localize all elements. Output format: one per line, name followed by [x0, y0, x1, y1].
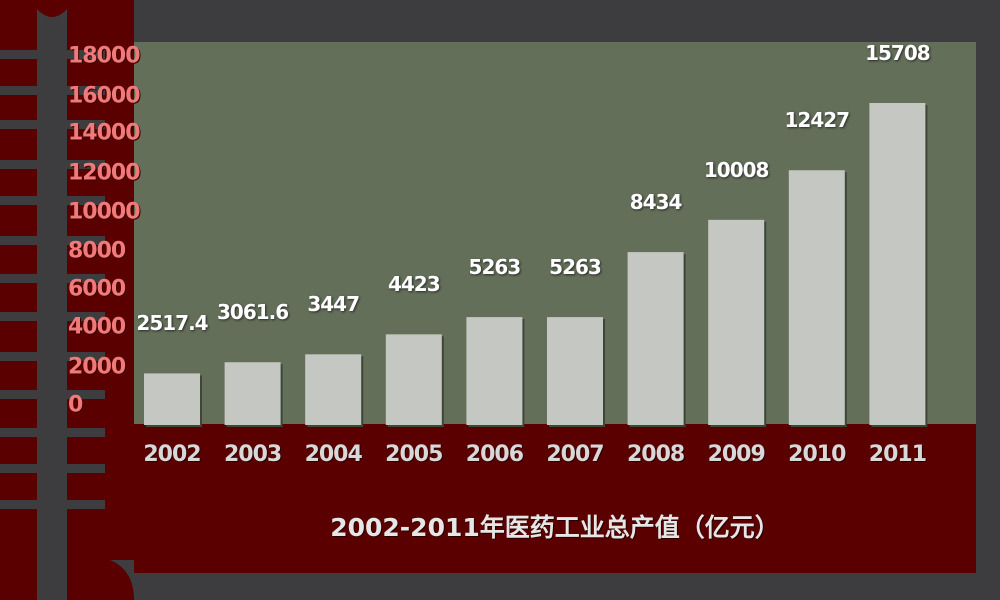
category-label-2002: 2002 — [143, 442, 201, 467]
bar-2008 — [627, 252, 684, 425]
category-label-2005: 2005 — [385, 442, 443, 467]
data-label-2008: 8434 — [629, 190, 683, 215]
bar-2002 — [144, 373, 200, 425]
y-tick-label: 10000 — [68, 199, 141, 225]
data-label-2007: 5263 — [549, 255, 602, 280]
category-label-2008: 2008 — [626, 442, 685, 467]
y-tick-label: 18000 — [68, 43, 141, 69]
chart-title: 2002-2011年医药工业总产值（亿元） — [330, 513, 780, 542]
data-label-2009: 10008 — [703, 157, 770, 182]
bar-2007 — [547, 317, 603, 425]
data-label-2002: 2517.4 — [136, 311, 208, 336]
y-tick-label: 8000 — [68, 238, 126, 264]
y-tick-label: 4000 — [68, 314, 126, 340]
bar-2006 — [466, 317, 523, 425]
y-tick-label: 12000 — [68, 160, 141, 186]
category-label-2003: 2003 — [223, 442, 282, 467]
category-label-2011: 2011 — [868, 442, 927, 467]
strip-corner-curve — [110, 560, 134, 600]
y-tick-label: 0 — [68, 392, 83, 418]
decorative-pole-top — [30, 0, 74, 17]
bar-2005 — [385, 334, 442, 425]
decorative-pole — [37, 0, 67, 600]
y-tick-label: 6000 — [68, 276, 126, 302]
data-label-2005: 4423 — [387, 272, 441, 297]
category-label-2004: 2004 — [304, 442, 363, 467]
category-label-2010: 2010 — [788, 442, 846, 467]
y-tick-label: 14000 — [68, 120, 141, 146]
bar-2003 — [224, 362, 281, 425]
data-label-2003: 3061.6 — [217, 300, 289, 325]
data-label-2004: 3447 — [307, 292, 360, 317]
data-label-2011: 15708 — [865, 40, 931, 65]
category-label-2009: 2009 — [707, 442, 766, 467]
bar-2009 — [708, 219, 765, 425]
category-band — [134, 424, 976, 573]
y-tick-label: 16000 — [68, 83, 141, 109]
bars-layer — [144, 102, 928, 428]
bar-2010 — [788, 170, 845, 425]
bar-2011 — [869, 102, 926, 426]
bar-2004 — [305, 354, 362, 425]
category-label-2006: 2006 — [465, 442, 524, 467]
data-label-2010: 12427 — [784, 108, 851, 133]
data-label-2006: 5263 — [468, 255, 522, 280]
category-label-2007: 2007 — [546, 442, 604, 467]
y-tick-label: 2000 — [68, 354, 126, 380]
